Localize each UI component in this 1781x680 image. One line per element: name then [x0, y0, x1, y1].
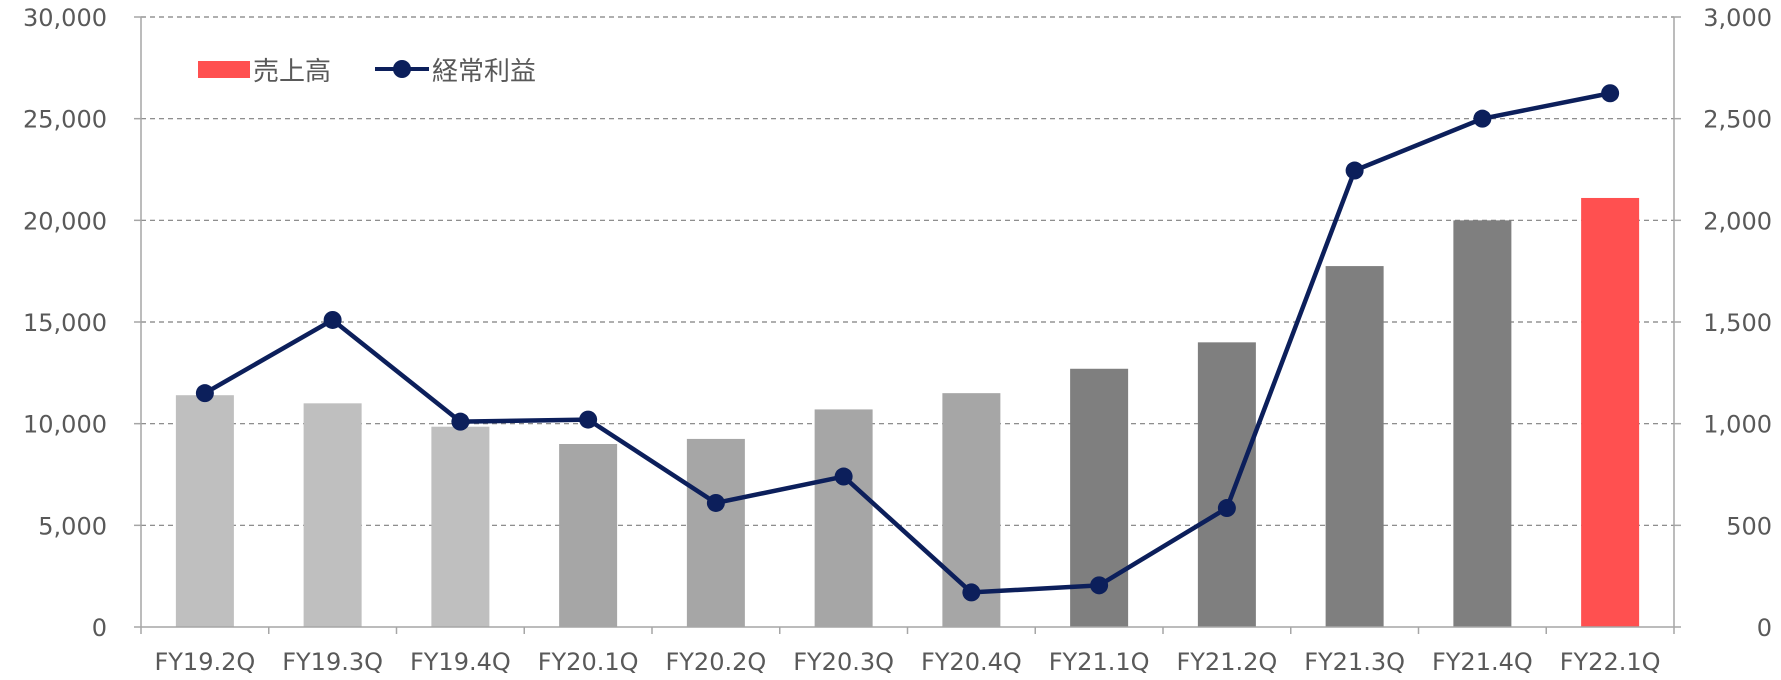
x-axis-tick-label: FY21.4Q — [1432, 648, 1533, 676]
line-series — [195, 84, 1620, 602]
x-axis-tick-label: FY20.3Q — [793, 648, 894, 676]
profit-point-fy21-3q — [1345, 161, 1364, 180]
x-axis-tick-label: FY19.4Q — [410, 648, 511, 676]
profit-point-fy19-3q — [323, 310, 342, 329]
profit-point-fy20-4q — [962, 583, 981, 602]
bar-fy19-3q — [303, 403, 362, 627]
profit-point-fy19-4q — [451, 412, 470, 431]
profit-point-fy21-4q — [1473, 109, 1492, 128]
bar-fy21-3q — [1325, 266, 1384, 627]
y-axis-right-tick-label: 0 — [1757, 614, 1772, 642]
y-axis-left-tick-label: 15,000 — [23, 309, 107, 337]
profit-point-fy20-2q — [706, 493, 725, 512]
y-axis-left-tick-label: 25,000 — [23, 106, 107, 134]
y-axis-left-tick-label: 5,000 — [38, 512, 107, 540]
profit-point-fy20-1q — [579, 410, 598, 429]
profit-point-fy19-2q — [195, 384, 214, 403]
y-axis-right-tick-label: 2,500 — [1703, 106, 1772, 134]
legend-label-sales: 売上高 — [253, 57, 331, 87]
x-axis-tick-label: FY20.2Q — [665, 648, 766, 676]
y-axis-left-tick-label: 10,000 — [23, 411, 107, 439]
x-axis-tick-label: FY19.2Q — [154, 648, 255, 676]
y-axis-right-tick-label: 500 — [1726, 512, 1772, 540]
y-axis-right-tick-label: 1,000 — [1703, 411, 1772, 439]
x-axis-tick-label: FY21.1Q — [1049, 648, 1150, 676]
bar-fy21-2q — [1197, 342, 1256, 627]
bar-fy20-2q — [686, 438, 745, 627]
bar-fy20-1q — [559, 444, 618, 627]
x-axis-tick-label: FY22.1Q — [1560, 648, 1661, 676]
axis-labels: 0 5,000 10,000 15,000 20,000 25,000 30,000 0 500… — [23, 4, 1772, 676]
profit-point-fy22-1q — [1601, 84, 1620, 103]
x-axis-tick-label: FY19.3Q — [282, 648, 383, 676]
axes — [134, 16, 1681, 634]
x-axis-tick-label: FY21.2Q — [1176, 648, 1277, 676]
y-axis-left-tick-label: 0 — [92, 614, 107, 642]
legend-swatch-sales — [198, 61, 250, 78]
bar-series — [175, 197, 1640, 628]
x-axis-tick-label: FY20.4Q — [921, 648, 1022, 676]
profit-point-fy21-2q — [1217, 499, 1236, 518]
y-axis-right-tick-label: 1,500 — [1703, 309, 1772, 337]
legend-label-profit: 経常利益 — [432, 57, 536, 87]
y-axis-right-tick-label: 3,000 — [1703, 4, 1772, 32]
bar-fy19-2q — [175, 395, 234, 627]
legend-swatch-profit-marker — [393, 60, 411, 78]
y-axis-right-tick-label: 2,000 — [1703, 207, 1772, 235]
bar-fy20-3q — [814, 409, 873, 627]
y-axis-left-tick-label: 20,000 — [23, 207, 107, 235]
profit-line — [203, 91, 1611, 595]
x-axis-tick-label: FY21.3Q — [1304, 648, 1405, 676]
gridlines — [141, 16, 1674, 526]
legend: 売上高 経常利益 — [198, 57, 536, 87]
bar-fy21-4q — [1453, 220, 1512, 628]
y-axis-left-tick-label: 30,000 — [23, 4, 107, 32]
bar-fy19-4q — [431, 426, 490, 627]
profit-point-fy20-3q — [834, 467, 853, 486]
profit-point-fy21-1q — [1090, 576, 1109, 595]
x-axis-tick-label: FY20.1Q — [538, 648, 639, 676]
bar-fy22-1q — [1581, 197, 1640, 627]
